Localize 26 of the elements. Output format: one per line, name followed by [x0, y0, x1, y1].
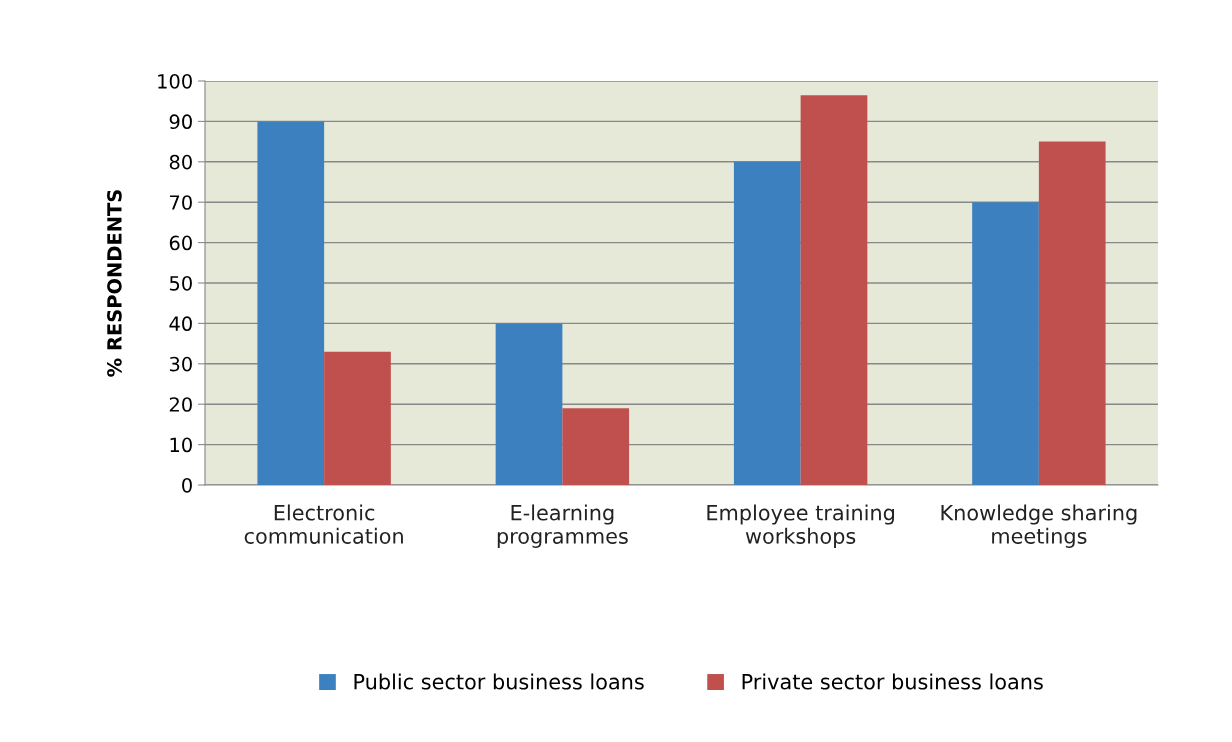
- bar: [562, 408, 630, 485]
- y-tick-label: 50: [169, 275, 192, 291]
- bar: [972, 202, 1039, 485]
- bar: [257, 121, 325, 485]
- bar: [800, 95, 868, 485]
- y-tick-label: 10: [170, 437, 192, 453]
- x-tick-label: Knowledge sharing meetings: [941, 504, 1137, 548]
- x-tick-label: Electronic communication: [244, 504, 403, 544]
- x-tick-label: E-learning programmes: [497, 504, 628, 548]
- y-tick-label: 20: [169, 397, 192, 412]
- x-tick-label: Employee training workshops: [707, 504, 894, 548]
- y-tick-label: 80: [169, 154, 192, 170]
- y-tick-label: 0: [182, 477, 192, 493]
- bar: [733, 161, 801, 485]
- y-tick-label: 70: [170, 195, 192, 210]
- y-tick-label: 100: [158, 73, 192, 89]
- y-tick-label: 90: [169, 114, 192, 130]
- bar: [1038, 141, 1106, 485]
- y-tick-label: 60: [169, 235, 192, 251]
- legend-label: Public sector business loans: [354, 673, 644, 690]
- legend-label: Private sector business loans: [742, 673, 1043, 690]
- y-axis-title: % RESPONDENTS: [107, 190, 122, 377]
- bar: [324, 351, 391, 485]
- bar: [495, 323, 563, 485]
- y-tick-label: 30: [169, 356, 192, 372]
- y-tick-label: 40: [169, 316, 192, 332]
